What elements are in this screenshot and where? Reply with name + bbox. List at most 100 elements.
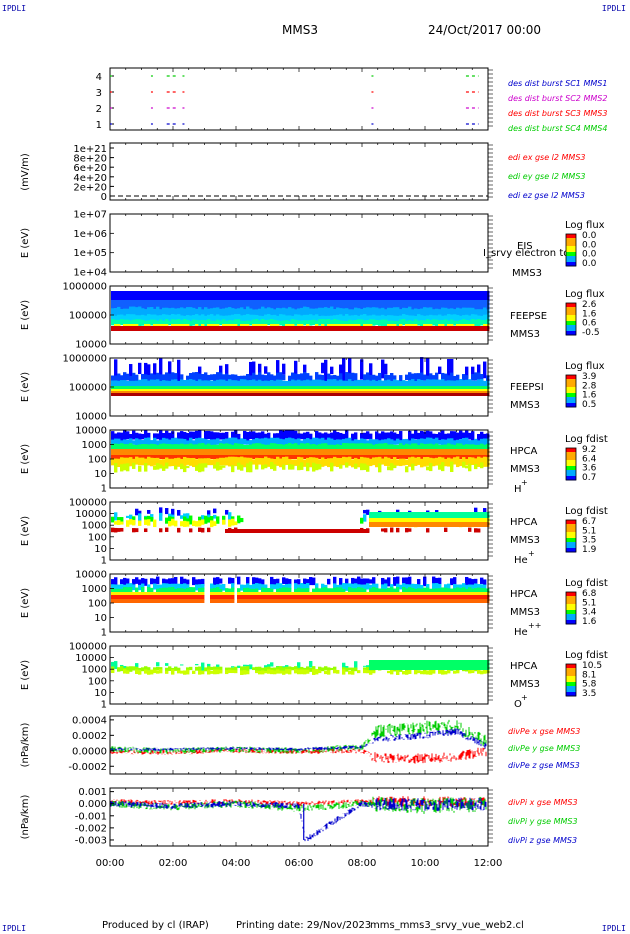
feepsi-spectrogram-cell xyxy=(480,389,484,392)
feepsi-spectrogram-cell xyxy=(402,386,406,390)
hpca-hepp-spectrogram-cell xyxy=(270,592,274,596)
feepsi-spectrogram-cell xyxy=(123,372,127,384)
hpca-o-late-spectrogram-cell xyxy=(480,660,484,670)
hpca-hepp-spectrogram-cell xyxy=(471,592,475,596)
hpca-h-spectrogram-cell xyxy=(120,432,124,443)
hpca-hepp-spectrogram-cell xyxy=(171,587,175,594)
feepsi-spectrogram-cell xyxy=(285,389,289,392)
hpca-o-spectrogram-cell xyxy=(264,667,268,672)
hpca-hepp-spectrogram-cell xyxy=(405,577,409,585)
hpca-hepp-spectrogram-cell xyxy=(318,595,322,600)
feepse-spectrogram-cell xyxy=(291,291,295,302)
hpca-hepp-spectrogram-cell xyxy=(210,583,214,590)
feepse-spectrogram-cell xyxy=(222,326,226,331)
hpca-h-spectrogram-cell xyxy=(120,455,124,459)
hpca-hepp-spectrogram-cell xyxy=(153,578,157,586)
hpca-he-ytick-label: 1 xyxy=(101,556,107,567)
hpca-o-spectrogram-cell xyxy=(240,670,244,675)
feepse-spectrogram-cell xyxy=(336,314,340,323)
feepse-spectrogram-cell xyxy=(426,307,430,319)
hpca-he-late-spectrogram-cell xyxy=(429,512,433,518)
hpca-h-spectrogram-cell xyxy=(354,457,358,467)
feepse-spectrogram-cell xyxy=(309,308,313,319)
feepsi-spectrogram-cell xyxy=(219,386,223,390)
feepsi-spectrogram-cell xyxy=(306,391,310,394)
feepsi-spectrogram-cell xyxy=(309,375,313,383)
feepse-spectrogram-cell xyxy=(192,300,196,310)
feepse-spectrogram-cell xyxy=(471,319,475,326)
feepse-spectrogram-cell xyxy=(156,326,160,331)
feepsi-spectrogram-cell xyxy=(312,386,316,390)
feepse-spectrogram-cell xyxy=(204,307,208,319)
feepsi-spectrogram-cell xyxy=(150,389,154,392)
feepse-spectrogram-cell xyxy=(357,308,361,318)
hpca-o-spectrogram-cell xyxy=(300,666,304,672)
hpca-h-spectrogram-cell xyxy=(429,455,433,459)
feepsi-spectrogram-cell xyxy=(429,379,433,388)
hpca-hepp-spectrogram-cell xyxy=(186,595,190,600)
hpca-h-spectrogram-cell xyxy=(288,458,292,466)
hpca-hepp-spectrogram-cell xyxy=(273,595,277,600)
hpca-hepp-spectrogram-cell xyxy=(348,599,352,603)
hpca-hepp-spectrogram-cell xyxy=(261,584,265,590)
feepse-spectrogram-cell xyxy=(456,307,460,318)
feepsi-spectrogram-cell xyxy=(210,386,214,390)
hpca-h-spectrogram-cell xyxy=(321,455,325,459)
feepse-spectrogram-cell xyxy=(327,319,331,327)
hpca-h-spectrogram-cell xyxy=(141,433,145,440)
hpca-h-ylabel: E (eV) xyxy=(20,444,31,474)
hpca-he-band-spectrogram-cell xyxy=(339,529,343,533)
hpca-hepp-spectrogram-cell xyxy=(327,592,331,596)
hpca-hepp-spectrogram-cell xyxy=(315,587,319,594)
hpca-h-spectrogram-cell xyxy=(279,444,283,451)
feepse-spectrogram-cell xyxy=(246,320,250,326)
hpca-he-spectrogram-cell xyxy=(171,518,175,526)
feepsi-spectrogram-cell xyxy=(276,386,280,390)
hpca-h-colorbar-tick: 0.7 xyxy=(582,473,596,483)
feepse-spectrogram-cell xyxy=(252,300,256,310)
feepsi-spectrogram-cell xyxy=(393,389,397,392)
hpca-hepp-spectrogram-cell xyxy=(429,592,433,596)
hpca-he-late-spectrogram-cell xyxy=(396,522,400,527)
hpca-h-spectrogram-cell xyxy=(384,456,388,466)
hpca-h-spectrogram-cell xyxy=(216,449,220,456)
hpca-he-late-spectrogram-cell xyxy=(477,512,481,518)
hpca-o-colorbar-tick: 3.5 xyxy=(582,689,596,699)
hpca-h-spectrogram-cell xyxy=(435,437,439,447)
feepsi-spectrogram-cell xyxy=(279,386,283,390)
feepse-spectrogram-cell xyxy=(345,324,349,327)
feepsi-spectrogram-cell xyxy=(297,379,301,389)
hpca-h-spectrogram-cell xyxy=(303,443,307,451)
feepsi-spectrogram-cell xyxy=(357,386,361,390)
hpca-h-colorbar-tick: 9.2 xyxy=(582,445,596,455)
feepsi-spectrogram-cell xyxy=(345,389,349,392)
hpca-h-spectrogram-cell xyxy=(267,438,271,447)
feepse-spectrogram-cell xyxy=(171,314,175,324)
hpca-hepp-spectrogram-cell xyxy=(465,576,469,585)
hpca-hepp-spectrogram-cell xyxy=(375,587,379,594)
hpca-h-spectrogram-cell xyxy=(282,439,286,448)
hpca-hepp-spectrogram-cell xyxy=(231,583,235,590)
hpca-he-spectrogram-cell xyxy=(408,528,412,532)
hpca-hepp-spectrogram-cell xyxy=(396,595,400,600)
hpca-h-spectrogram-cell xyxy=(321,433,325,440)
hpca-hepp-spectrogram-cell xyxy=(279,599,283,603)
feepsi-spectrogram-cell xyxy=(267,386,271,390)
hpca-o-spectrogram-cell xyxy=(297,662,301,669)
hpca-h-spectrogram-cell xyxy=(450,449,454,456)
feepsi-spectrogram-cell xyxy=(237,386,241,390)
eis-ylabel: E (eV) xyxy=(20,228,31,258)
feepse-spectrogram-cell xyxy=(114,300,118,310)
feepsi-spectrogram-cell xyxy=(345,380,349,388)
hpca-hepp-spectrogram-cell xyxy=(120,599,124,603)
feepsi-spectrogram-cell xyxy=(447,389,451,392)
hpca-hepp-spectrogram-cell xyxy=(327,599,331,603)
feepsi-spectrogram-cell xyxy=(237,375,241,381)
feepse-spectrogram-cell xyxy=(189,307,193,318)
hpca-he-late-spectrogram-cell xyxy=(399,512,403,518)
feepse-spectrogram-cell xyxy=(387,315,391,324)
hpca-he-late-spectrogram-cell xyxy=(420,518,424,522)
hpca-he-late-spectrogram-cell xyxy=(390,522,394,527)
hpca-h-colorbar-cell xyxy=(566,476,576,479)
hpca-hepp-spectrogram-cell xyxy=(480,587,484,594)
